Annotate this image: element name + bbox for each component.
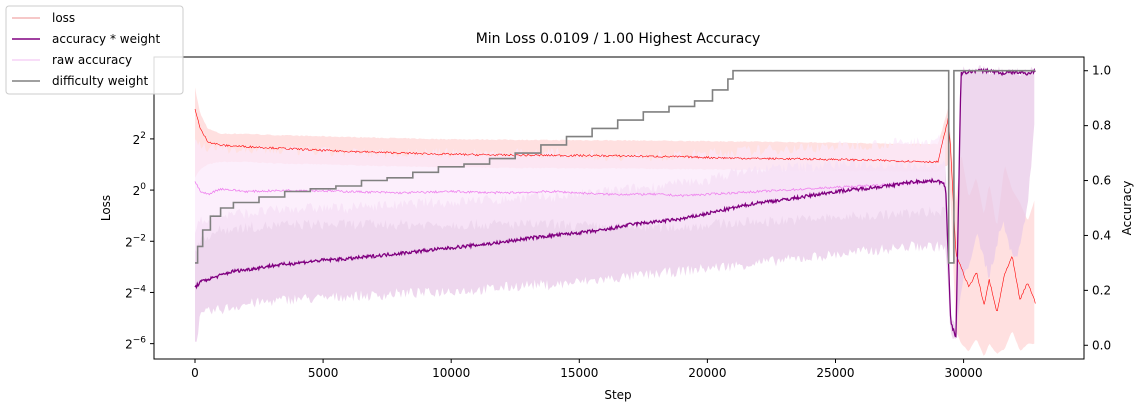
left-y-tick-label: 20 bbox=[133, 182, 147, 198]
legend-label-accuracy-weight: accuracy * weight bbox=[52, 32, 161, 46]
right-y-axis-ticks: 0.0 0.2 0.4 0.6 0.8 1.0 bbox=[1084, 64, 1111, 352]
series-accuracy-weight-line bbox=[194, 67, 1036, 338]
legend-frame bbox=[5, 5, 184, 95]
right-y-tick-label: 0.6 bbox=[1092, 174, 1111, 188]
right-y-tick-label: 1.0 bbox=[1092, 64, 1111, 78]
right-y-axis-label: Accuracy bbox=[1120, 181, 1134, 236]
x-axis-label: Step bbox=[604, 388, 631, 402]
left-y-tick-label: 22 bbox=[133, 131, 146, 147]
x-tick-label: 0 bbox=[191, 366, 199, 380]
x-tick-label: 25000 bbox=[816, 366, 854, 380]
legend-label-loss: loss bbox=[52, 11, 75, 25]
right-y-tick-label: 0.8 bbox=[1092, 119, 1111, 133]
series-loss-line bbox=[194, 108, 1036, 312]
right-y-tick-label: 0.4 bbox=[1092, 228, 1111, 242]
legend-label-raw-accuracy: raw accuracy bbox=[52, 53, 132, 67]
chart-title: Min Loss 0.0109 / 1.00 Highest Accuracy bbox=[476, 31, 761, 47]
plot-frame bbox=[153, 56, 1085, 360]
x-tick-label: 30000 bbox=[944, 366, 982, 380]
x-tick-label: 15000 bbox=[560, 366, 598, 380]
x-tick-label: 10000 bbox=[432, 366, 470, 380]
left-y-tick-label: 2−2 bbox=[125, 233, 146, 249]
left-y-axis-label: Loss bbox=[99, 195, 113, 221]
series-difficulty-weight-line bbox=[195, 69, 1036, 264]
x-tick-label: 20000 bbox=[688, 366, 726, 380]
left-y-tick-label: 2−4 bbox=[125, 284, 146, 300]
x-axis-ticks: 0 5000 10000 15000 20000 25000 30000 bbox=[191, 359, 983, 380]
left-y-axis-ticks: 2−6 2−4 2−2 20 22 bbox=[125, 131, 154, 352]
legend: loss accuracy * weight raw accuracy diff… bbox=[5, 5, 184, 95]
right-y-tick-label: 0.0 bbox=[1092, 338, 1111, 352]
series-raw-accuracy-line bbox=[194, 179, 946, 198]
x-tick-label: 5000 bbox=[308, 366, 339, 380]
series-lines bbox=[194, 67, 1036, 338]
legend-label-difficulty-weight: difficulty weight bbox=[52, 74, 148, 88]
right-y-tick-label: 0.2 bbox=[1092, 283, 1111, 297]
left-y-tick-label: 2−6 bbox=[125, 336, 146, 352]
